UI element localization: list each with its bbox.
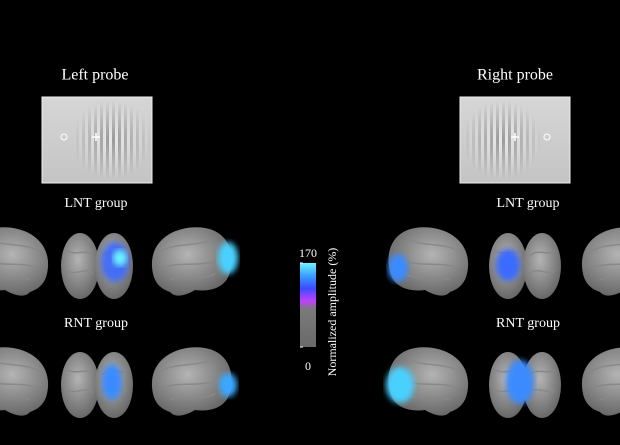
colorbar-tick-label: 170 (299, 246, 317, 260)
group-label: LNT group (496, 196, 559, 211)
stimulus (41, 96, 153, 184)
panel-title: Right probe (477, 67, 553, 84)
colorbar-label: Normalized amplitude (%) (325, 248, 339, 377)
colorbar (300, 263, 316, 347)
group-label: LNT group (64, 196, 127, 211)
panel-title: Left probe (61, 67, 128, 84)
brain-images (386, 226, 620, 419)
stimulus (459, 96, 571, 184)
group-label: RNT group (496, 316, 560, 331)
group-label: RNT group (64, 316, 128, 331)
colorbar-tick-label: 0 (305, 359, 311, 373)
brain-images (0, 226, 238, 419)
